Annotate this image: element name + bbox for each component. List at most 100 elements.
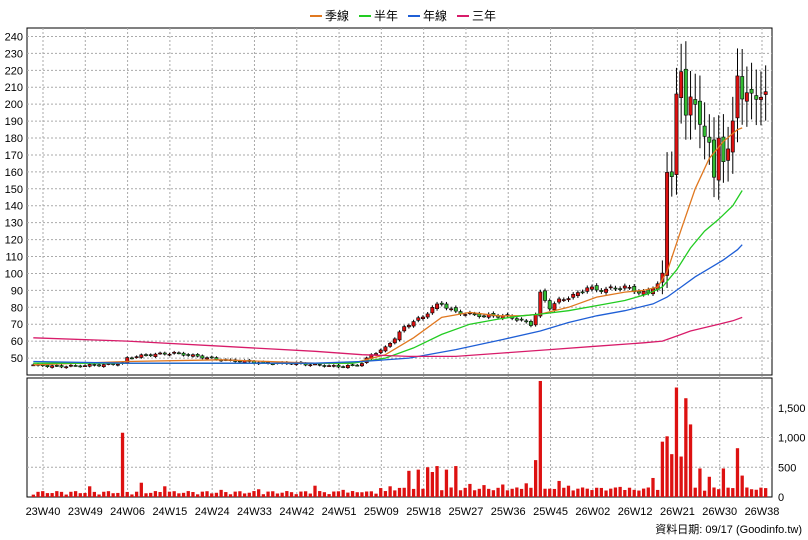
candle-body (561, 299, 566, 301)
volume-bar (740, 475, 744, 497)
volume-tick-label: 0 (778, 492, 784, 504)
candle-body (674, 93, 679, 175)
candle-body (181, 352, 186, 356)
candle-body (205, 357, 209, 360)
volume-bar (702, 490, 707, 497)
volume-bar (41, 491, 45, 497)
volume-bar (477, 488, 481, 497)
volume-bar (576, 488, 580, 497)
candle-body (186, 354, 191, 356)
legend: 季線 半年 年線 三年 (310, 7, 496, 24)
volume-bar (411, 488, 416, 497)
candle-body (45, 364, 50, 368)
volume-bar (543, 488, 547, 497)
candle-body (378, 349, 383, 354)
candle-body (669, 171, 674, 177)
volume-bar (125, 491, 129, 497)
volume-bar (505, 490, 510, 497)
volume-bar (688, 424, 693, 497)
candle-body (688, 96, 693, 116)
x-tick-label: 25W27 (449, 506, 484, 518)
candle-body (439, 302, 444, 305)
candle-body (270, 363, 275, 366)
volume-bar (313, 485, 317, 497)
volume-bar (632, 489, 636, 497)
x-tick-label: 26W21 (660, 506, 695, 518)
candle-body (730, 120, 735, 153)
volume-bar (707, 476, 711, 497)
candle-body (571, 293, 576, 298)
candle-body (421, 316, 425, 320)
volume-bar (444, 469, 449, 497)
candle-body (538, 291, 543, 317)
legend-label: 年線 (423, 9, 448, 23)
volume-bar (562, 487, 566, 497)
candle-body (158, 352, 163, 355)
volume-bar (745, 487, 749, 497)
price-tick-label: 50 (11, 353, 23, 365)
volume-bar (501, 484, 505, 497)
price-tick-label: 170 (5, 150, 23, 162)
volume-bar (134, 491, 139, 497)
ma-line-2 (33, 244, 743, 364)
ma-line-3 (33, 316, 743, 358)
volume-bar (524, 483, 528, 497)
candle-body (716, 137, 721, 181)
volume-bar (421, 488, 425, 497)
price-tick-label: 240 (5, 31, 23, 43)
candle-body (749, 88, 754, 94)
volume-bar (374, 493, 378, 497)
price-tick-label: 90 (11, 285, 23, 297)
ma-line-0 (33, 127, 743, 366)
candle-body (641, 291, 646, 295)
candle-body (575, 292, 580, 297)
candle-body (97, 364, 102, 367)
x-tick-label: 26W38 (745, 506, 780, 518)
volume-bar (289, 492, 294, 497)
volume-bar (45, 493, 50, 497)
volume-bar (665, 436, 669, 497)
candle-body (191, 354, 195, 357)
price-tick-label: 220 (5, 65, 23, 77)
x-tick-label: 25W18 (406, 506, 441, 518)
candle-body (416, 317, 421, 321)
volume-bar (646, 487, 650, 497)
volume-bar (416, 469, 420, 497)
x-tick-label: 26W30 (702, 506, 737, 518)
volume-bar (637, 490, 641, 497)
volume-bar (656, 489, 660, 497)
volume-bar (360, 492, 364, 497)
candle-body (759, 97, 763, 100)
volume-bar (487, 488, 491, 497)
legend-swatch (359, 14, 372, 17)
volume-bar (463, 487, 467, 497)
volume-bar (491, 490, 496, 497)
volume-bar (200, 491, 204, 497)
volume-bar (266, 491, 270, 497)
candle-body (702, 125, 707, 137)
candle-body (195, 354, 200, 357)
candle-body (697, 100, 702, 125)
volume-bar (440, 490, 444, 497)
candle-body (740, 76, 745, 100)
legend-item-half-year: 半年 (359, 7, 398, 24)
volume-bar (717, 489, 721, 497)
volume-bar (529, 487, 533, 497)
ma-line-1 (33, 190, 743, 364)
candle-body (618, 288, 623, 290)
volume-tick-label: 500 (778, 462, 796, 474)
candle-body (622, 285, 627, 289)
x-tick-label: 26W02 (575, 506, 610, 518)
volume-bar (369, 491, 373, 497)
volume-bar (144, 493, 148, 497)
volume-bar (458, 490, 463, 497)
volume-bar (275, 493, 280, 497)
legend-swatch (310, 14, 322, 17)
volume-bar (303, 491, 308, 497)
candle-body (402, 326, 407, 332)
candle-body (754, 95, 759, 100)
candle-body (200, 355, 205, 359)
candle-body (599, 290, 604, 292)
volume-bar (595, 487, 599, 497)
candle-body (528, 321, 533, 326)
